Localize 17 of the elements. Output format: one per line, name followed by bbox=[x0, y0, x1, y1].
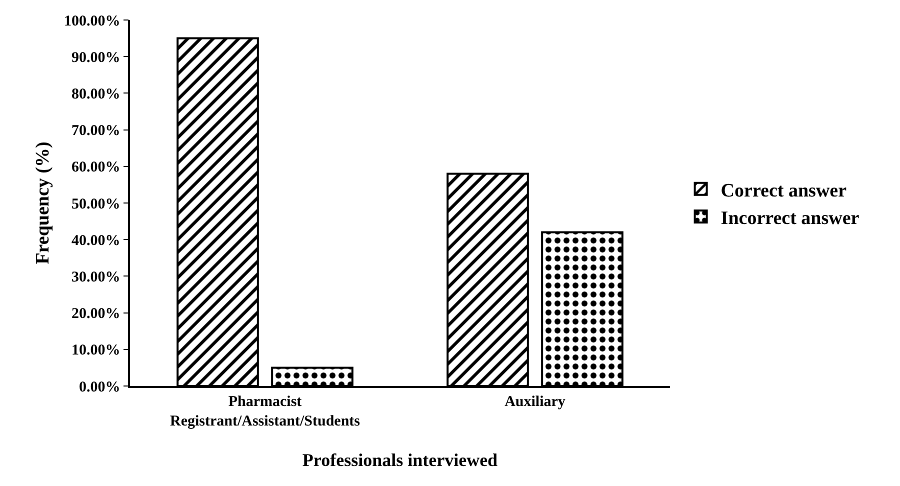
y-tick-label: 90.00% bbox=[72, 50, 120, 66]
y-tick-label: 60.00% bbox=[72, 160, 120, 176]
x-tick-label: Auxiliary bbox=[504, 394, 566, 410]
y-axis-title: Frequency (%) bbox=[32, 142, 54, 264]
y-tick-label: 40.00% bbox=[72, 232, 120, 249]
text: Correct answer bbox=[720, 180, 848, 202]
y-tick-label: 70.00% bbox=[72, 123, 120, 140]
y-tick-label: 80.00% bbox=[72, 86, 120, 102]
text: Incorrect answer bbox=[720, 208, 860, 229]
y-tick-label: 20.00% bbox=[72, 306, 120, 322]
y-tick-label: 100.00% bbox=[64, 13, 120, 30]
y-tick-label: 50.00% bbox=[72, 196, 120, 212]
y-tick-label: 30.00% bbox=[72, 269, 120, 286]
x-tick-label: Pharmacist Registrant/Assistant/Students bbox=[170, 394, 360, 430]
y-tick-label: 0.00% bbox=[79, 379, 120, 396]
x-axis-title: Professionals interviewed bbox=[302, 450, 498, 470]
y-tick-label: 10.00% bbox=[72, 342, 120, 359]
